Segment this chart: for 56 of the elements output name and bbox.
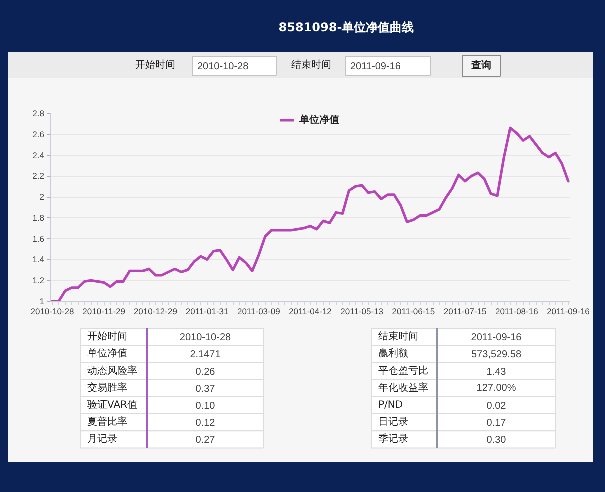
- y-tick-label: 1: [40, 296, 45, 306]
- chart-title: 8581098-单位净值曲线: [278, 20, 414, 34]
- text: 0.12: [196, 418, 216, 430]
- text: 0.37: [196, 384, 216, 395]
- text: 夏普比率: [88, 416, 128, 428]
- text: 0.26: [196, 366, 216, 378]
- text: P/ND: [378, 400, 404, 411]
- y-tick-label: 1.2: [32, 276, 45, 286]
- y-tick-label: 2: [40, 192, 45, 202]
- x-tick-label: 2011-08-16: [495, 306, 539, 316]
- text: 2011-09-16: [471, 332, 522, 344]
- text: 交易胜率: [88, 382, 128, 394]
- text: 结束时间: [292, 59, 332, 71]
- text: 平仓盈亏比: [378, 364, 428, 377]
- text: 2011-09-16: [350, 62, 402, 72]
- text: 开始时间: [136, 59, 176, 71]
- text: 年化收益率: [378, 382, 428, 394]
- y-tick-label: 1.6: [32, 234, 45, 244]
- text: 2.1471: [190, 350, 222, 361]
- y-tick-label: 2.8: [32, 108, 45, 118]
- y-tick-label: 2.2: [32, 171, 45, 182]
- x-tick-label: 2011-03-09: [237, 306, 281, 316]
- x-tick-label: 2011-07-15: [444, 306, 487, 316]
- x-tick-label: 2010-11-29: [82, 306, 126, 316]
- text: 0.30: [486, 435, 507, 446]
- y-tick-label: 2.6: [32, 129, 45, 140]
- text: 0.10: [196, 400, 216, 412]
- legend-label: 单位净值: [300, 114, 340, 127]
- text: 2010-10-28: [198, 62, 250, 72]
- y-tick-label: 1.8: [32, 212, 45, 223]
- text: 0.27: [196, 435, 216, 446]
- text: 1.43: [486, 366, 507, 378]
- text: 结束时间: [378, 330, 418, 343]
- x-tick-label: 2011-05-13: [340, 306, 384, 316]
- x-tick-label: 2011-06-15: [392, 306, 436, 316]
- text: 127.00%: [476, 382, 516, 394]
- text: 573,529.58: [471, 350, 522, 361]
- text: 日记录: [378, 416, 408, 428]
- y-tick-label: 1.4: [32, 254, 45, 265]
- text: 0.02: [486, 400, 507, 412]
- x-tick-label: 2011-09-16: [547, 306, 590, 316]
- x-tick-label: 2010-12-29: [134, 306, 178, 316]
- text: 0.17: [486, 418, 507, 430]
- text: 月记录: [88, 433, 118, 446]
- text: 开始时间: [88, 330, 128, 343]
- text: 赢利额: [378, 348, 408, 360]
- text: 动态风险率: [88, 364, 138, 377]
- y-tick-label: 2.4: [32, 150, 45, 160]
- text: 查询: [470, 60, 492, 72]
- text: 单位净值: [88, 348, 128, 360]
- x-tick-label: 2010-10-28: [30, 306, 75, 316]
- text: 2010-10-28: [180, 332, 232, 344]
- x-tick-label: 2011-04-12: [289, 306, 332, 316]
- x-tick-label: 2011-01-31: [186, 306, 229, 316]
- text: 验证VAR值: [88, 398, 138, 411]
- text: 季记录: [378, 433, 408, 446]
